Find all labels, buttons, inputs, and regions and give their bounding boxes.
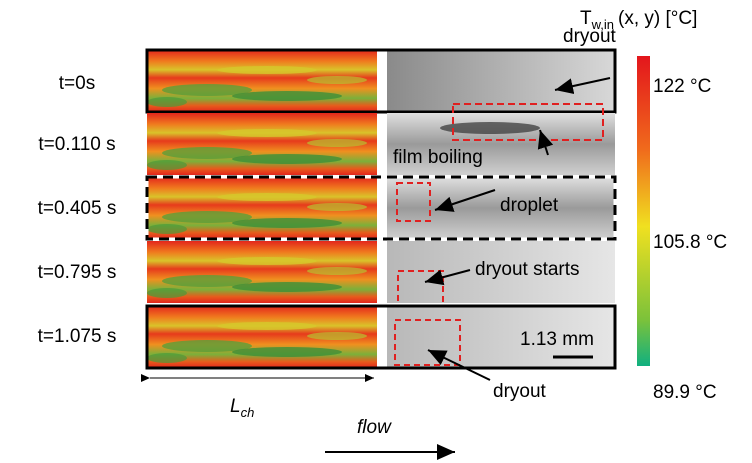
colorbar-label: 122 °C (653, 76, 711, 97)
thermal-map (147, 241, 377, 303)
arrow (424, 269, 471, 286)
colorbar-label: 105.8 °C (653, 232, 727, 253)
arrow (537, 129, 554, 156)
scale-bar-label: 1.13 mm (520, 329, 594, 350)
time-label: t=1.075 s (38, 326, 117, 347)
annotation: dryout (563, 26, 617, 47)
flow-label: flow (357, 417, 392, 438)
time-label: t=0.795 s (38, 262, 117, 283)
time-label: t=0.405 s (38, 198, 117, 219)
highlight-box (394, 319, 461, 366)
thermal-map (147, 113, 377, 175)
colorbar (637, 56, 650, 366)
vapor (440, 122, 540, 134)
time-label: t=0.110 s (38, 134, 115, 155)
thermal-map (147, 306, 377, 368)
highlight-box (397, 270, 444, 312)
arrow (427, 349, 491, 381)
photo (387, 50, 615, 112)
frame (145, 304, 617, 370)
arrow (554, 77, 611, 94)
thermal-map (147, 177, 377, 239)
colorbar-label: 89.9 °C (653, 382, 717, 403)
highlight-box (396, 182, 431, 222)
length-label: Lch (230, 396, 254, 420)
highlight-box (452, 103, 604, 141)
photo (387, 177, 615, 239)
annotation: dryout starts (475, 259, 580, 280)
frame (145, 48, 617, 114)
annotation: dryout (493, 381, 547, 402)
annotation: film boiling (393, 147, 483, 168)
annotation: droplet (500, 195, 559, 216)
time-label: t=0s (59, 73, 95, 94)
colorbar-title: Tw,in (x, y) [°C] (580, 8, 697, 32)
thermal-map (147, 50, 377, 112)
arrow (434, 189, 496, 212)
frame (145, 175, 617, 241)
